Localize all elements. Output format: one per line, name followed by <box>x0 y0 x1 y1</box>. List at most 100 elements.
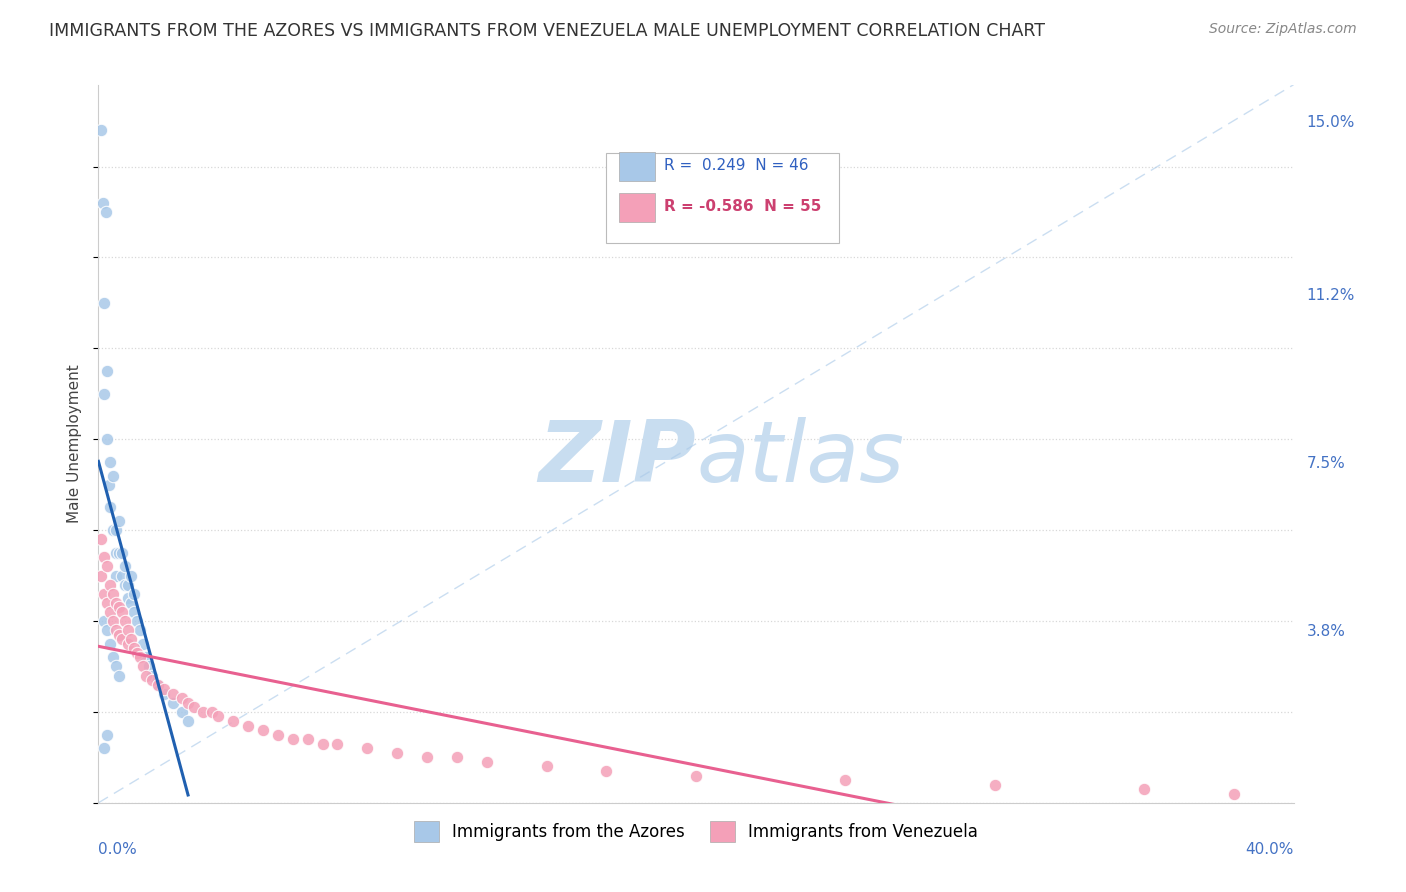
Point <box>105 623 128 637</box>
Text: IMMIGRANTS FROM THE AZORES VS IMMIGRANTS FROM VENEZUELA MALE UNEMPLOYMENT CORREL: IMMIGRANTS FROM THE AZORES VS IMMIGRANTS… <box>49 22 1045 40</box>
Point <box>124 587 146 601</box>
Point <box>252 723 274 737</box>
Point <box>90 123 112 137</box>
Text: 0.0%: 0.0% <box>98 842 138 857</box>
Point <box>129 623 152 637</box>
Point <box>148 678 170 692</box>
Point <box>105 546 128 560</box>
Point <box>446 750 468 764</box>
Point <box>536 759 558 773</box>
Point <box>114 577 136 591</box>
FancyBboxPatch shape <box>606 153 839 243</box>
Point <box>475 755 498 769</box>
Point <box>297 732 319 747</box>
Point <box>98 500 122 515</box>
Point <box>120 596 142 610</box>
Point <box>111 632 134 647</box>
Point <box>97 477 120 491</box>
Point <box>96 728 118 742</box>
Point <box>834 773 856 788</box>
Point <box>105 659 128 673</box>
Point <box>120 568 142 582</box>
Point <box>135 668 157 682</box>
Point <box>236 718 259 732</box>
Point <box>105 523 128 537</box>
Point <box>267 728 290 742</box>
Point <box>326 737 349 751</box>
Point <box>124 641 146 656</box>
Point <box>172 705 194 719</box>
Point <box>141 673 163 687</box>
Point <box>984 778 1007 792</box>
Point <box>177 696 200 710</box>
Point <box>141 668 163 682</box>
Point <box>117 637 139 651</box>
Point <box>117 591 139 606</box>
Point <box>153 682 176 697</box>
Point <box>120 632 142 647</box>
Point <box>685 768 707 782</box>
Point <box>177 714 200 728</box>
Point <box>103 587 125 601</box>
Point <box>96 364 118 378</box>
Legend: Immigrants from the Azores, Immigrants from Venezuela: Immigrants from the Azores, Immigrants f… <box>408 814 984 848</box>
Point <box>385 746 409 760</box>
Point <box>98 577 122 591</box>
Point <box>103 614 125 628</box>
FancyBboxPatch shape <box>620 153 655 181</box>
Point <box>103 523 125 537</box>
Text: 40.0%: 40.0% <box>1246 842 1294 857</box>
Point <box>111 605 134 619</box>
Text: ZIP: ZIP <box>538 417 696 500</box>
Point <box>127 646 149 660</box>
Point <box>108 600 131 615</box>
Point <box>114 614 136 628</box>
Text: Source: ZipAtlas.com: Source: ZipAtlas.com <box>1209 22 1357 37</box>
Point <box>222 714 245 728</box>
Text: R =  0.249  N = 46: R = 0.249 N = 46 <box>664 159 808 173</box>
Point <box>90 532 112 546</box>
Point <box>96 559 118 574</box>
Point <box>595 764 617 778</box>
Point <box>132 637 155 651</box>
Point <box>103 468 125 483</box>
Point <box>96 596 118 610</box>
Point <box>93 614 115 628</box>
Point <box>93 296 115 310</box>
Point <box>93 741 115 756</box>
Point <box>191 705 214 719</box>
Point <box>132 659 155 673</box>
Point <box>105 596 128 610</box>
Point <box>108 668 131 682</box>
Point <box>356 741 378 756</box>
Point <box>108 546 131 560</box>
Point <box>127 614 149 628</box>
Point <box>91 195 114 210</box>
Point <box>311 737 333 751</box>
FancyBboxPatch shape <box>620 194 655 222</box>
Point <box>138 659 160 673</box>
Point <box>162 687 184 701</box>
Point <box>94 205 117 219</box>
Point <box>108 627 131 641</box>
Point <box>172 691 194 706</box>
Point <box>98 605 122 619</box>
Point <box>201 705 224 719</box>
Point <box>98 637 122 651</box>
Point <box>207 709 229 723</box>
Point <box>1223 787 1246 801</box>
Point <box>98 455 122 469</box>
Point <box>93 587 115 601</box>
Point <box>96 623 118 637</box>
Point <box>124 605 146 619</box>
Point <box>90 568 112 582</box>
Point <box>129 650 152 665</box>
Point <box>135 650 157 665</box>
Point <box>111 568 134 582</box>
Point <box>111 546 134 560</box>
Point <box>93 550 115 565</box>
Point <box>96 432 118 446</box>
Text: R = -0.586  N = 55: R = -0.586 N = 55 <box>664 199 821 214</box>
Point <box>108 514 131 528</box>
Point <box>153 687 176 701</box>
